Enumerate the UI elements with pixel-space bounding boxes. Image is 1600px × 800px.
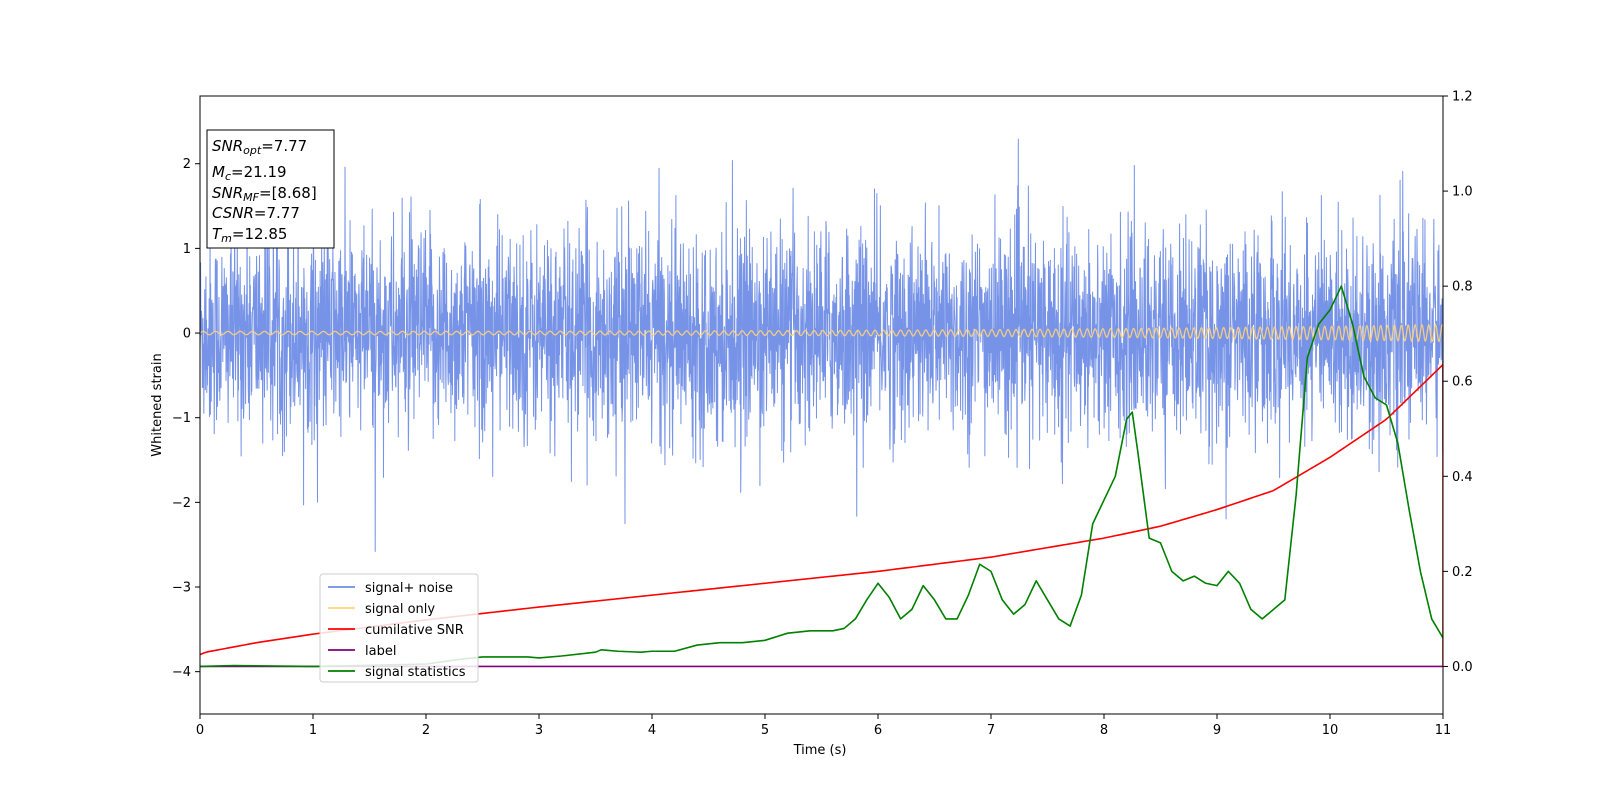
info-box: SNRopt=7.77 Mc=21.19 SNRMF=[8.68] CSNR=7… bbox=[206, 129, 335, 249]
x-tick-label: 3 bbox=[535, 723, 543, 738]
info-box-frame bbox=[206, 129, 335, 249]
legend-label: signal statistics bbox=[365, 665, 466, 680]
legend-label: signal+ noise bbox=[365, 581, 453, 596]
x-tick-label: 11 bbox=[1435, 723, 1452, 738]
plot-frame bbox=[199, 95, 1444, 715]
y-right-tick-label: 1.2 bbox=[1452, 90, 1473, 105]
info-line-mc: Mc=21.19 bbox=[212, 163, 287, 183]
signal-noise-line bbox=[200, 138, 1443, 552]
x-tick-label: 7 bbox=[987, 723, 995, 738]
y-right-tick-label: 0.6 bbox=[1452, 375, 1473, 390]
x-tick-label: 6 bbox=[874, 723, 882, 738]
x-tick-label: 9 bbox=[1213, 723, 1221, 738]
y-left-tick-label: −1 bbox=[172, 411, 191, 426]
signal-statistics-line bbox=[200, 285, 1443, 668]
series-signal-noise bbox=[200, 138, 1443, 552]
legend-label: label bbox=[365, 644, 396, 659]
info-line-tm: Tm=12.85 bbox=[212, 225, 287, 245]
legend: signal+ noise signal only cumilative SNR la… bbox=[319, 573, 479, 683]
x-axis-ticks: 0 1 2 3 4 5 6 7 8 9 10 11 bbox=[196, 714, 1451, 738]
y-left-tick-label: 1 bbox=[183, 242, 191, 257]
legend-label: cumilative SNR bbox=[365, 623, 464, 638]
x-tick-label: 4 bbox=[648, 723, 656, 738]
y-right-tick-label: 1.0 bbox=[1452, 185, 1473, 200]
y-left-tick-label: −2 bbox=[172, 496, 191, 511]
y-left-tick-label: −3 bbox=[172, 581, 191, 596]
y-right-axis-ticks: 1.2 1.0 0.8 0.6 0.4 0.2 0.0 bbox=[1443, 90, 1473, 675]
legend-label: signal only bbox=[365, 602, 435, 617]
y-right-tick-label: 0.4 bbox=[1452, 470, 1473, 485]
x-tick-label: 10 bbox=[1322, 723, 1339, 738]
signal-only-line bbox=[200, 323, 1443, 343]
y-left-tick-label: −4 bbox=[172, 665, 191, 680]
x-tick-label: 1 bbox=[309, 723, 317, 738]
info-line-snr-mf: SNRMF=[8.68] bbox=[212, 184, 317, 204]
y-left-tick-label: 0 bbox=[183, 327, 191, 342]
y-right-tick-label: 0.2 bbox=[1452, 565, 1473, 580]
y-right-tick-label: 0.8 bbox=[1452, 280, 1473, 295]
x-axis-label: Time (s) bbox=[793, 743, 847, 758]
legend-frame bbox=[319, 573, 479, 683]
y-left-axis-label: Whitened strain bbox=[150, 353, 165, 456]
x-tick-label: 2 bbox=[422, 723, 430, 738]
info-line-csnr: CSNR=7.77 bbox=[212, 204, 300, 222]
y-left-axis-ticks: 2 1 0 −1 −2 −3 −4 bbox=[172, 157, 200, 680]
y-left-tick-label: 2 bbox=[183, 157, 191, 172]
y-right-tick-label: 0.0 bbox=[1452, 660, 1473, 675]
series-signal-only bbox=[200, 323, 1443, 343]
info-line-snr-opt: SNRopt=7.77 bbox=[212, 137, 307, 157]
x-tick-label: 8 bbox=[1100, 723, 1108, 738]
x-tick-label: 0 bbox=[196, 723, 204, 738]
x-tick-label: 5 bbox=[761, 723, 769, 738]
series-signal-statistics bbox=[200, 285, 1443, 668]
